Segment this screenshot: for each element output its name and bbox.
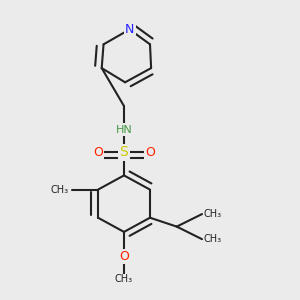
Text: O: O	[119, 250, 129, 263]
Text: CH₃: CH₃	[115, 274, 133, 284]
Text: CH₃: CH₃	[204, 234, 222, 244]
Text: N: N	[125, 23, 134, 36]
Text: CH₃: CH₃	[204, 209, 222, 219]
Text: O: O	[93, 146, 103, 159]
Text: CH₃: CH₃	[51, 184, 69, 195]
Text: HN: HN	[116, 124, 132, 134]
Text: S: S	[120, 145, 128, 159]
Text: O: O	[145, 146, 155, 159]
